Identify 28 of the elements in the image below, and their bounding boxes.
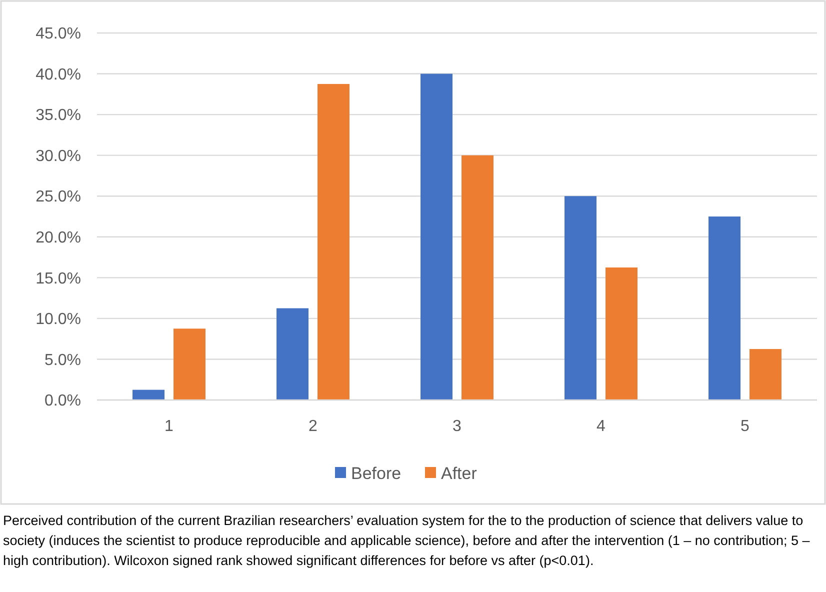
bar [564, 196, 596, 400]
x-tick-label: 4 [596, 418, 606, 435]
bar [132, 390, 164, 400]
y-tick-label: 15.0% [36, 270, 81, 288]
bar [420, 74, 452, 400]
bar [750, 349, 782, 400]
y-tick-label: 35.0% [36, 107, 81, 124]
bar [606, 267, 638, 400]
y-tick-label: 5.0% [44, 352, 81, 369]
bar [276, 308, 308, 400]
bar [174, 328, 206, 400]
y-tick-label: 45.0% [36, 26, 81, 43]
y-tick-label: 20.0% [36, 229, 81, 246]
x-tick-label: 2 [308, 418, 318, 435]
text: Perceived contribution of the current Brazilian researchers’ evaluation system for the to the production of science that delivers value to society (induces the scientist to produce reproducible and applicable science), before and after the intervention (1 – no contribution; 5 – high contribution). Wilcoxon signed rank showed significant differences for before vs after (p<0.01). [3, 512, 811, 570]
x-tick-label: 1 [164, 418, 174, 435]
y-tick-label: 0.0% [44, 392, 81, 410]
legend-label: Before [351, 464, 402, 483]
bar [708, 216, 740, 400]
bar [462, 155, 494, 400]
y-tick-label: 40.0% [36, 66, 81, 84]
legend-label: After [441, 464, 478, 483]
y-tick-label: 25.0% [36, 188, 81, 206]
y-tick-label: 10.0% [36, 311, 81, 328]
bar [318, 84, 350, 400]
y-tick-label: 30.0% [36, 148, 81, 165]
x-tick-label: 5 [740, 418, 750, 435]
x-tick-label: 3 [452, 418, 462, 435]
